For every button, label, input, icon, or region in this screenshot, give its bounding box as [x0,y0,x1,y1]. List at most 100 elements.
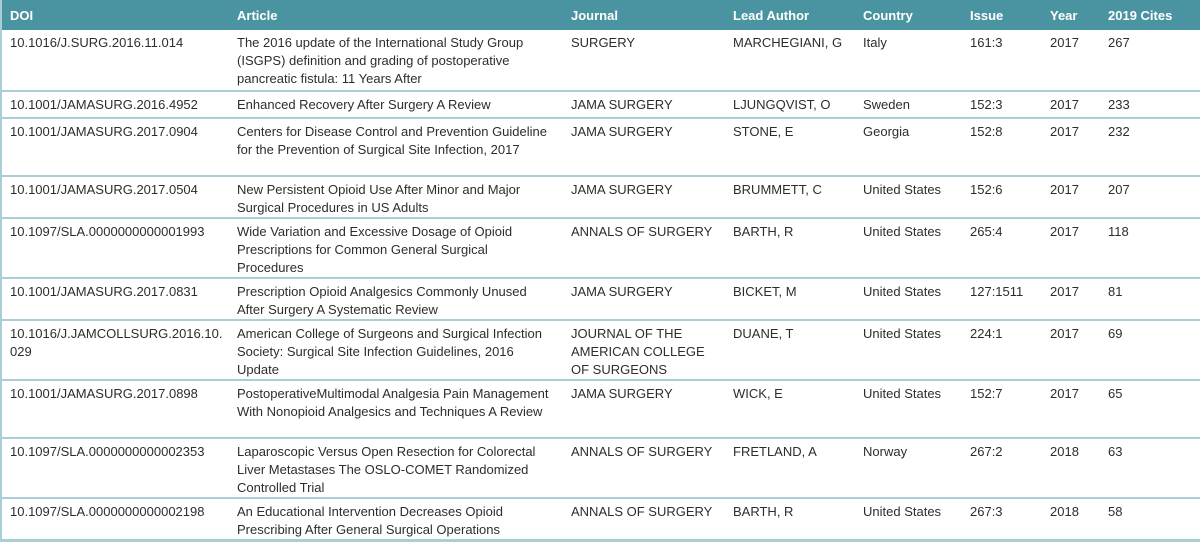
cell-year: 2017 [1042,90,1100,118]
cell-issue: 152:3 [962,90,1042,118]
cell-country: Georgia [855,117,962,176]
cell-journal: JOURNAL OF THE AMERICAN COLLEGE OF SURGE… [563,319,725,380]
cell-issue: 267:2 [962,437,1042,498]
cell-journal: ANNALS OF SURGERY [563,437,725,498]
column-header-country: Country [855,0,962,30]
column-header-doi: DOI [1,0,229,30]
table-row: 10.1001/JAMASURG.2017.0904 Centers for Di… [1,117,1200,176]
cell-cites: 232 [1100,117,1200,176]
cell-doi: 10.1097/SLA.0000000000002198 [1,497,229,541]
cell-journal: JAMA SURGERY [563,117,725,176]
cell-doi: 10.1001/JAMASURG.2017.0504 [1,175,229,218]
cell-lead-author: BRUMMETT, C [725,175,855,218]
cell-country: United States [855,175,962,218]
cell-article: Enhanced Recovery After Surgery A Review [229,90,563,118]
cell-article: PostoperativeMultimodal Analgesia Pain M… [229,379,563,438]
cell-lead-author: STONE, E [725,117,855,176]
cell-article: Wide Variation and Excessive Dosage of O… [229,217,563,278]
cell-lead-author: BICKET, M [725,277,855,320]
column-header-2019-cites: 2019 Cites [1100,0,1200,30]
cell-country: Italy [855,30,962,91]
cell-cites: 267 [1100,30,1200,91]
cell-lead-author: LJUNGQVIST, O [725,90,855,118]
cell-doi: 10.1001/JAMASURG.2017.0898 [1,379,229,438]
cell-year: 2018 [1042,497,1100,541]
table-body: 10.1016/J.SURG.2016.11.014 The 2016 updat… [1,30,1200,541]
column-header-article: Article [229,0,563,30]
cell-cites: 69 [1100,319,1200,380]
header-row: DOI Article Journal Lead Author Country … [1,0,1200,30]
cell-journal: ANNALS OF SURGERY [563,217,725,278]
table-row: 10.1097/SLA.0000000000001993 Wide Variati… [1,217,1200,278]
table-row: 10.1001/JAMASURG.2017.0898 PostoperativeM… [1,379,1200,438]
cell-doi: 10.1097/SLA.0000000000002353 [1,437,229,498]
cell-issue: 265:4 [962,217,1042,278]
cell-journal: JAMA SURGERY [563,277,725,320]
cell-year: 2017 [1042,117,1100,176]
cell-issue: 152:6 [962,175,1042,218]
cell-journal: JAMA SURGERY [563,175,725,218]
cell-journal: SURGERY [563,30,725,91]
cell-doi: 10.1001/JAMASURG.2016.4952 [1,90,229,118]
cell-issue: 127:1511 [962,277,1042,320]
cell-lead-author: DUANE, T [725,319,855,380]
table-row: 10.1001/JAMASURG.2017.0504 New Persistent… [1,175,1200,218]
cell-country: United States [855,319,962,380]
cell-article: Laparoscopic Versus Open Resection for C… [229,437,563,498]
cell-year: 2017 [1042,217,1100,278]
cell-journal: JAMA SURGERY [563,379,725,438]
cell-country: United States [855,277,962,320]
cell-cites: 207 [1100,175,1200,218]
cell-lead-author: WICK, E [725,379,855,438]
cell-year: 2017 [1042,319,1100,380]
cell-country: United States [855,379,962,438]
cell-article: Centers for Disease Control and Preventi… [229,117,563,176]
cell-doi: 10.1016/J.JAMCOLLSURG.2016.10.029 [1,319,229,380]
cell-article: American College of Surgeons and Surgica… [229,319,563,380]
cell-article: New Persistent Opioid Use After Minor an… [229,175,563,218]
cell-year: 2018 [1042,437,1100,498]
cell-doi: 10.1097/SLA.0000000000001993 [1,217,229,278]
table-row: 10.1097/SLA.0000000000002198 An Education… [1,497,1200,541]
cell-cites: 118 [1100,217,1200,278]
cell-doi: 10.1001/JAMASURG.2017.0831 [1,277,229,320]
table-row: 10.1016/J.SURG.2016.11.014 The 2016 updat… [1,30,1200,91]
cell-country: Sweden [855,90,962,118]
cell-issue: 152:7 [962,379,1042,438]
cell-cites: 81 [1100,277,1200,320]
column-header-lead-author: Lead Author [725,0,855,30]
column-header-year: Year [1042,0,1100,30]
cell-cites: 63 [1100,437,1200,498]
cell-issue: 224:1 [962,319,1042,380]
cell-cites: 58 [1100,497,1200,541]
table-row: 10.1001/JAMASURG.2017.0831 Prescription O… [1,277,1200,320]
cell-journal: JAMA SURGERY [563,90,725,118]
cell-cites: 233 [1100,90,1200,118]
table-row: 10.1097/SLA.0000000000002353 Laparoscopic… [1,437,1200,498]
cell-lead-author: BARTH, R [725,217,855,278]
cell-article: An Educational Intervention Decreases Op… [229,497,563,541]
cell-doi: 10.1016/J.SURG.2016.11.014 [1,30,229,91]
cell-country: Norway [855,437,962,498]
column-header-journal: Journal [563,0,725,30]
cell-journal: ANNALS OF SURGERY [563,497,725,541]
cell-cites: 65 [1100,379,1200,438]
cell-issue: 152:8 [962,117,1042,176]
table-row: 10.1001/JAMASURG.2016.4952 Enhanced Recov… [1,90,1200,118]
cell-doi: 10.1001/JAMASURG.2017.0904 [1,117,229,176]
cell-lead-author: BARTH, R [725,497,855,541]
table-row: 10.1016/J.JAMCOLLSURG.2016.10.029 America… [1,319,1200,380]
cell-year: 2017 [1042,175,1100,218]
cell-lead-author: MARCHEGIANI, G [725,30,855,91]
cell-issue: 161:3 [962,30,1042,91]
cell-issue: 267:3 [962,497,1042,541]
cell-lead-author: FRETLAND, A [725,437,855,498]
cell-country: United States [855,497,962,541]
cell-country: United States [855,217,962,278]
cell-year: 2017 [1042,30,1100,91]
cell-article: The 2016 update of the International Stu… [229,30,563,91]
cell-article: Prescription Opioid Analgesics Commonly … [229,277,563,320]
cell-year: 2017 [1042,379,1100,438]
cell-year: 2017 [1042,277,1100,320]
